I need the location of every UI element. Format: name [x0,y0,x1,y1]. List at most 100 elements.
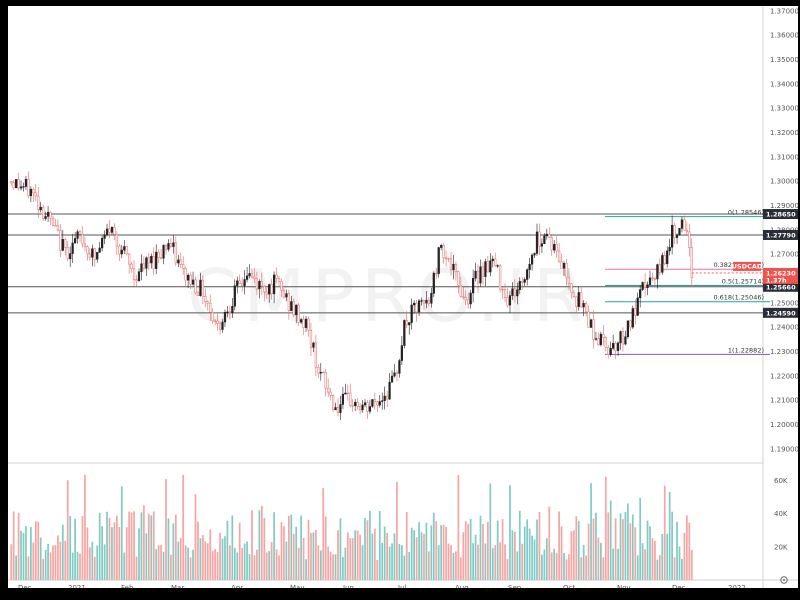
candle-body [199,279,202,296]
candle-body [435,272,438,275]
candle-body [238,280,241,284]
volume-bar [401,545,403,580]
usdcad-chart[interactable]: CMPRO.IR 0(1.28546)0.382(1.26382)0.5(1.2… [8,6,798,588]
volume-bar [79,553,81,580]
candle-body [489,260,492,273]
volume-bar [351,538,354,580]
volume-bar [74,518,76,580]
volume-bar [103,544,106,580]
volume-bar [587,523,590,580]
volume-bar [285,541,288,580]
settings-gear-icon[interactable] [780,576,788,584]
candle-body [526,269,529,280]
candle-body [673,224,676,238]
volume-bar [202,535,204,580]
candle-body [167,243,170,250]
candle-body [467,299,470,305]
candle-body [440,245,443,248]
candle-body [140,263,143,272]
volume-bar [342,556,344,580]
time-tick-label: Feb [121,584,134,588]
volume-bar [442,524,445,580]
candle-body [250,273,254,278]
candle-body [86,246,89,255]
time-tick-label: Sep [508,584,522,588]
candle-body [685,229,688,233]
volume-bar [580,557,583,580]
candle-body [499,265,502,290]
volume-tick-label: 40K [774,510,788,518]
candle-body [69,253,72,260]
volume-bar [614,518,617,580]
candle-body [322,371,325,374]
candle-body [417,300,421,313]
volume-bar [17,512,20,580]
candle-body [123,246,126,251]
volume-bar [155,549,158,580]
volume-bar [627,503,629,580]
candle-body [530,254,534,265]
candle-body [646,284,649,289]
volume-bar [174,514,177,580]
candle-body [538,231,541,247]
volume-tick-label: 60K [774,477,788,485]
volume-bar [538,511,541,580]
volume-bar [393,533,396,580]
volume-bar [590,483,592,580]
volume-bar [509,485,511,580]
time-tick-label: Mar [171,584,184,588]
candle-body [241,283,244,287]
candle-body [462,296,465,298]
candle-body [425,299,428,304]
candle-body [201,279,204,297]
volume-bar [152,511,155,580]
candle-body [476,270,480,284]
volume-bar [568,554,570,580]
candle-body [548,233,551,238]
candle-body [472,278,475,294]
volume-bar [504,544,506,580]
volume-bar [101,526,103,580]
level-tag [763,209,798,220]
volume-bar [688,522,691,580]
candle-body [565,263,568,278]
candle-body [511,288,514,296]
volume-bar [550,552,553,580]
candle-body [410,304,413,323]
time-axis[interactable]: Dec 2021 Feb Mar Apr May Jun Jul Aug Sep Oct Nov Dec… [18,584,746,588]
candle-body [290,301,293,312]
volume-bar [170,554,172,580]
volume-bar [30,527,32,580]
candle-body [648,277,652,285]
candle-body [599,333,602,345]
volume-bar [64,541,67,580]
volume-bar [371,533,374,580]
price-tick-label: 1.31000 [770,153,798,161]
volume-bar [61,524,64,580]
price-tick-label: 1.19000 [770,445,798,453]
candle-body [629,320,632,328]
candle-body [408,322,411,326]
volume-bar [577,521,580,580]
volume-bar [410,527,413,580]
candle-body [182,264,185,269]
volume-bar [280,522,283,580]
volume-bar [629,523,632,580]
candle-body [545,233,548,237]
volume-bar [135,556,138,580]
volume-bar [570,531,573,580]
candle-body [29,188,32,197]
candle-body [103,234,106,239]
candle-body [243,279,246,287]
candle-body [304,318,308,328]
candle-body [145,257,148,269]
candle-body [621,331,625,345]
volume-bar [499,542,501,580]
price-tick-label: 1.37000 [770,7,798,15]
candle-body [19,186,23,189]
volume-bar [663,485,666,580]
candle-body [594,338,598,340]
candle-body [361,404,364,411]
volume-bar [521,543,524,580]
candle-body [496,265,499,267]
